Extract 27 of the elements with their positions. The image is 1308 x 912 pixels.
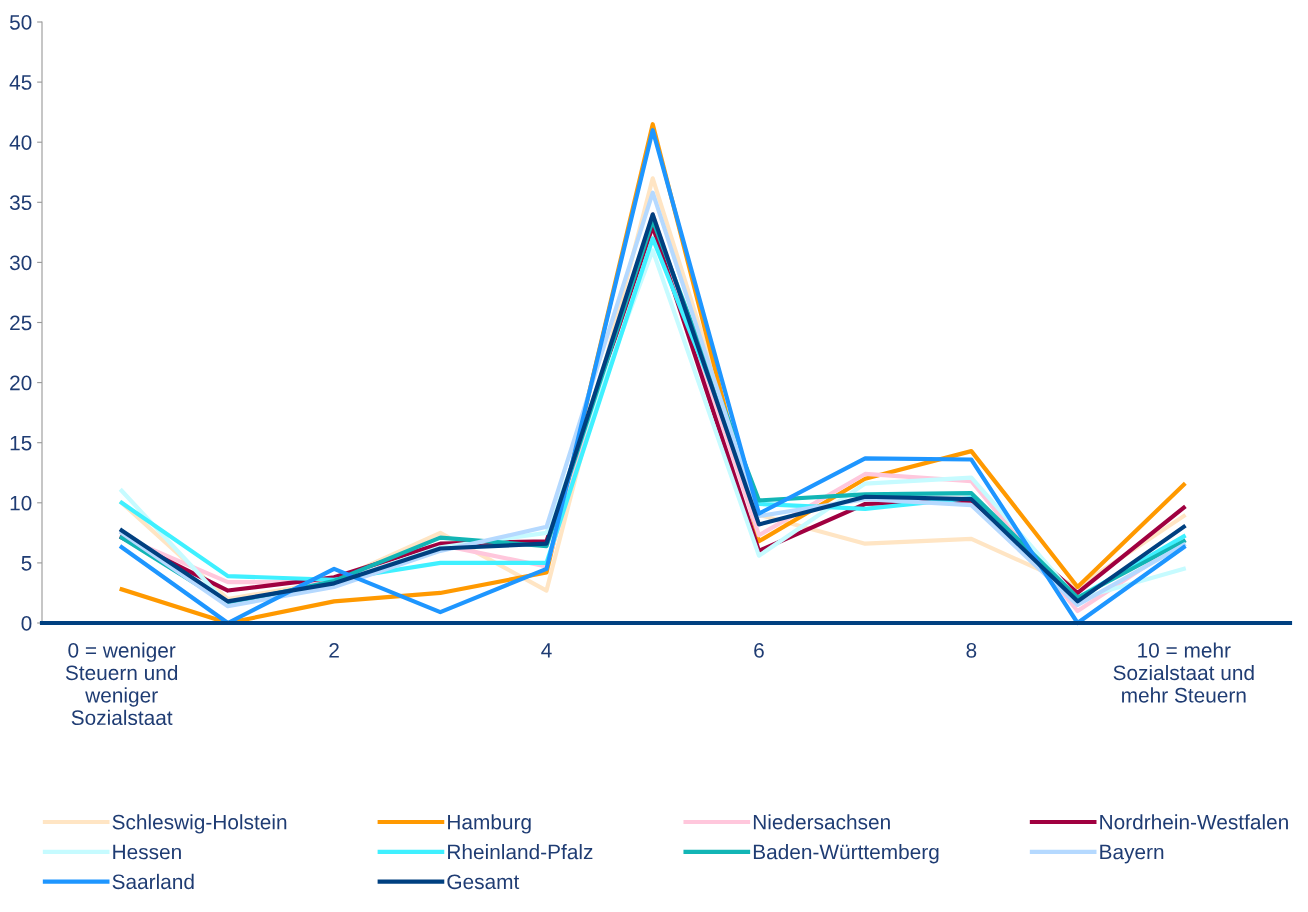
x-tick-label: 2 [329,642,339,658]
legend-label: Gesamt [447,874,520,890]
y-tick-label: 20 [10,375,32,391]
y-tick-label: 0 [21,616,32,631]
legend-label: Saarland [112,873,194,890]
x-tick-label: 10 = mehr Sozialstaat und mehr Steuern [1113,642,1254,703]
y-tick-label: 5 [21,556,32,571]
y-tick-label: 25 [10,315,32,331]
legend-label: Nordrhein-Westfalen [1100,814,1288,830]
legend-label: Schleswig-Holstein [112,814,287,834]
y-tick-label: 15 [10,435,32,451]
legend-label: Hamburg [448,814,531,834]
y-tick-label: 30 [9,255,32,271]
legend-label: Rheinland-Pfalz [448,843,593,860]
y-tick-label: 35 [9,195,32,211]
x-tick-label: 0 = weniger Steuern und weniger Sozialstaat [65,642,178,726]
y-tick-label: 40 [9,135,32,150]
x-tick-label: 8 [966,642,977,658]
legend-label: Niedersachsen [753,814,890,830]
y-tick-label: 45 [9,75,32,90]
legend-label: Bayern [1100,844,1164,864]
legend-label: Hessen [113,844,181,860]
x-tick-label: 6 [754,642,764,658]
x-tick-label: 4 [541,643,552,658]
y-tick-label: 50 [9,15,32,30]
legend-label: Baden-Württemberg [753,843,939,864]
y-tick-label: 10 [10,495,32,511]
